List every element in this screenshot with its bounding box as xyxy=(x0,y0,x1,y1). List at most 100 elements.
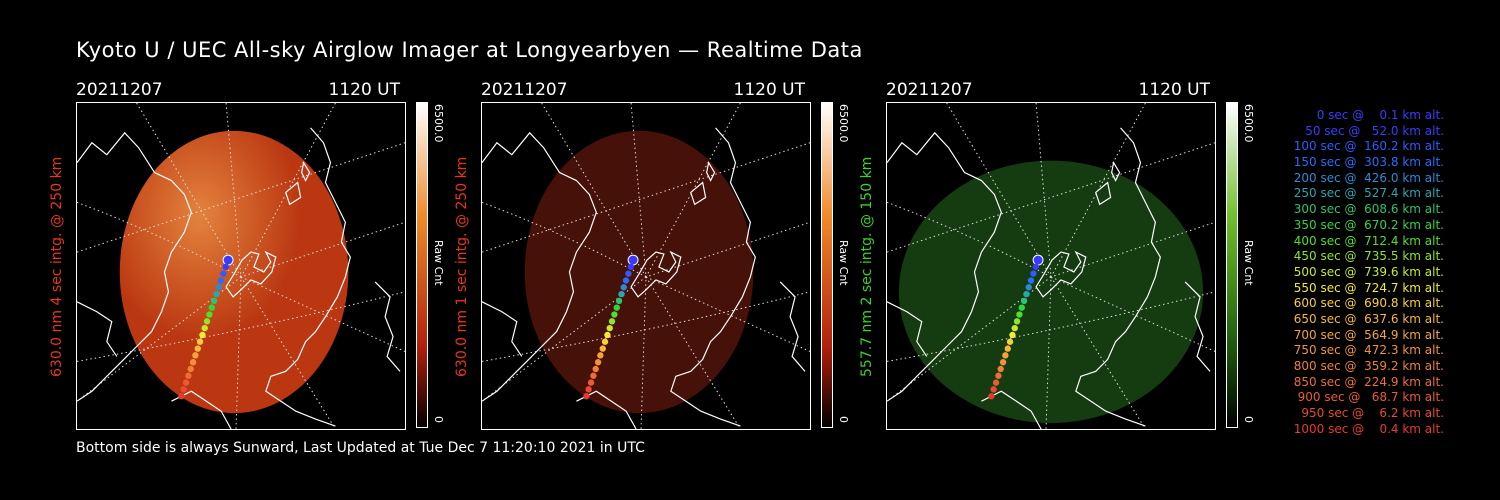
trajectory-point xyxy=(1006,338,1014,345)
trajectory-point xyxy=(583,393,590,400)
trajectory-point xyxy=(1018,304,1025,311)
airglow-image-map xyxy=(76,102,406,430)
coastline xyxy=(1184,281,1211,372)
panel-ylabel: 630.0 nm 1 sec intg. @ 250 km xyxy=(454,156,470,377)
legend-row: 900 sec @ 68.7 km alt. xyxy=(1297,390,1444,405)
panel-ylabel: 557.7 nm 2 sec intg. @ 150 km xyxy=(859,156,875,377)
trajectory-point xyxy=(213,290,220,298)
trajectory-point xyxy=(1032,254,1044,266)
trajectory-point xyxy=(215,284,222,291)
colorbar-unit: Raw Cnt xyxy=(837,240,850,286)
colorbar xyxy=(1226,102,1238,428)
panel-630-4sec: 20211207 1120 UT 630.0 nm 4 sec intg. @ … xyxy=(49,80,446,432)
trajectory-point xyxy=(1020,297,1028,305)
panel-630-1sec: 20211207 1120 UT 630.0 nm 1 sec intg. @ … xyxy=(454,80,851,432)
trajectory-point xyxy=(587,379,595,386)
lat-lon-gridline xyxy=(136,103,242,429)
lat-lon-gridline xyxy=(887,291,1215,362)
trajectory-point xyxy=(1030,270,1037,277)
legend-row: 100 sec @ 160.2 km alt. xyxy=(1293,139,1444,154)
map-svg xyxy=(482,103,810,429)
coastline xyxy=(706,161,716,182)
trajectory-point xyxy=(178,393,185,400)
trajectory-point xyxy=(597,352,604,359)
legend-row: 650 sec @ 637.6 km alt. xyxy=(1293,311,1444,326)
trajectory-point xyxy=(222,254,234,266)
legend-row: 550 sec @ 724.7 km alt. xyxy=(1293,280,1444,295)
legend-row: 500 sec @ 739.6 km alt. xyxy=(1293,264,1444,279)
page-title: Kyoto U / UEC All-sky Airglow Imager at … xyxy=(76,38,863,62)
trajectory-point xyxy=(995,372,1002,379)
coastline xyxy=(265,127,351,427)
trajectory-point xyxy=(222,263,229,270)
legend-row: 850 sec @ 224.9 km alt. xyxy=(1293,374,1444,389)
coastline xyxy=(779,281,806,372)
trajectory-point xyxy=(620,284,627,291)
panel-ylabel: 630.0 nm 4 sec intg. @ 250 km xyxy=(49,156,65,377)
trajectory-point xyxy=(627,263,634,270)
footer-note: Bottom side is always Sunward, Last Upda… xyxy=(76,440,645,456)
map-svg xyxy=(887,103,1215,429)
coastline xyxy=(301,161,311,182)
lat-lon-gridline xyxy=(482,276,647,402)
trajectory-point xyxy=(189,359,197,366)
coastline xyxy=(374,281,401,372)
trajectory-point xyxy=(627,254,639,266)
lat-lon-gridline xyxy=(541,103,647,429)
coastline xyxy=(1095,181,1112,206)
coastline xyxy=(690,181,707,206)
map-svg xyxy=(77,103,405,429)
coastline xyxy=(1035,250,1087,298)
legend-row: 800 sec @ 359.2 km alt. xyxy=(1293,359,1444,373)
trajectory-point xyxy=(999,359,1007,366)
legend-row: 200 sec @ 426.0 km alt. xyxy=(1293,170,1444,185)
panel-time: 1120 UT xyxy=(1138,80,1211,100)
trajectory-legend: 0 sec @ 0.1 km alt. 50 sec @ 52.0 km alt.… xyxy=(1262,108,1444,437)
airglow-field xyxy=(898,160,1204,424)
coastline xyxy=(482,131,597,402)
trajectory-point xyxy=(1009,331,1016,339)
coastline xyxy=(171,390,232,429)
trajectory-point xyxy=(1016,311,1023,318)
trajectory-point xyxy=(992,379,1000,386)
legend-row: 600 sec @ 690.8 km alt. xyxy=(1293,296,1444,311)
trajectory-point xyxy=(1011,324,1018,332)
coastline xyxy=(981,390,1042,429)
airglow-image-map xyxy=(481,102,811,430)
legend-row: 400 sec @ 712.4 km alt. xyxy=(1293,233,1444,248)
colorbar-min: 0 xyxy=(837,416,850,423)
lat-lon-gridline xyxy=(946,103,1052,429)
coastline xyxy=(670,127,756,427)
lat-lon-gridline xyxy=(887,276,1052,402)
coastline xyxy=(887,131,1002,402)
trajectory-point xyxy=(187,365,194,373)
coastline xyxy=(630,250,682,298)
trajectory-point xyxy=(210,297,218,305)
colorbar-unit: Raw Cnt xyxy=(1242,240,1255,286)
colorbar-max: 6500.0 xyxy=(837,104,850,143)
colorbar-min: 0 xyxy=(432,416,445,423)
legend-row: 250 sec @ 527.4 km alt. xyxy=(1293,186,1444,201)
trajectory-point xyxy=(585,386,592,393)
lat-lon-gridline xyxy=(1050,276,1146,429)
trajectory-point xyxy=(601,338,609,345)
trajectory-point xyxy=(208,304,215,311)
trajectory-point xyxy=(192,352,199,359)
lat-lon-gridline xyxy=(482,201,647,278)
coastline xyxy=(225,250,277,298)
panel-date: 20211207 xyxy=(886,80,973,100)
coastline xyxy=(482,301,523,357)
legend-row: 700 sec @ 564.9 km alt. xyxy=(1293,327,1444,342)
lat-lon-gridline xyxy=(482,291,810,362)
colorbar-max: 6500.0 xyxy=(432,104,445,143)
trajectory-point xyxy=(608,318,616,325)
legend-row: 150 sec @ 303.8 km alt. xyxy=(1293,155,1444,170)
lat-lon-gridline xyxy=(645,276,810,352)
trajectory-point xyxy=(622,277,630,284)
coastline xyxy=(1075,127,1161,427)
lat-lon-gridline xyxy=(77,142,405,253)
airglow-image-map xyxy=(886,102,1216,430)
panel-date: 20211207 xyxy=(76,80,163,100)
trajectory-point xyxy=(220,270,227,277)
trajectory-point xyxy=(1002,352,1009,359)
